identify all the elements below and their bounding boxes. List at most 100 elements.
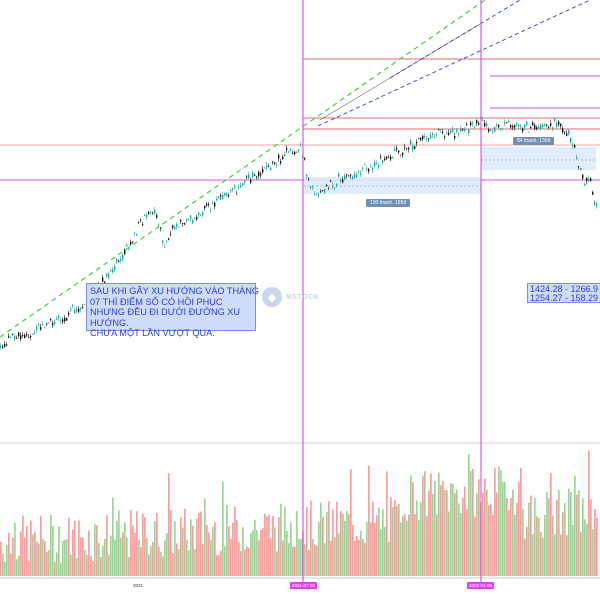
volume-bar <box>460 513 462 576</box>
volume-bar <box>448 511 450 576</box>
volume-bar <box>84 550 86 576</box>
candle-body <box>110 270 112 272</box>
candle-body <box>596 203 598 206</box>
candle-body <box>154 210 156 214</box>
volume-bar <box>242 527 244 576</box>
volume-bars <box>0 450 598 576</box>
volume-bar <box>14 522 16 576</box>
candle-body <box>542 124 544 128</box>
volume-bar <box>346 511 348 576</box>
candle-body <box>72 304 74 307</box>
candle-body <box>282 156 284 160</box>
candle-body <box>482 119 484 121</box>
candle-body <box>180 220 182 222</box>
candle-body <box>32 334 34 335</box>
volume-bar <box>218 554 220 576</box>
candle-body <box>262 169 264 173</box>
candle-body <box>278 154 280 159</box>
candle-body <box>18 332 20 336</box>
candle-body <box>118 260 120 263</box>
candle-body <box>58 316 60 319</box>
candle-body <box>544 124 546 126</box>
volume-bar <box>166 533 168 576</box>
candle-body <box>496 124 498 126</box>
volume-bar <box>578 490 580 576</box>
candle-body <box>240 185 242 188</box>
volume-bar <box>562 512 564 576</box>
volume-bar <box>518 482 520 576</box>
volume-bar <box>298 538 300 576</box>
volume-bar <box>570 492 572 576</box>
trend-note-line: Chưa một lần vượt qua. <box>90 328 215 338</box>
candle-body <box>112 269 114 273</box>
candle-body <box>174 227 176 230</box>
volume-bar <box>516 502 518 576</box>
candle-body <box>128 248 130 250</box>
volume-bar <box>300 538 302 576</box>
volume-bar <box>216 555 218 576</box>
candle-body <box>406 148 408 149</box>
candle-body <box>570 137 572 143</box>
candle-body <box>526 121 528 125</box>
price-stat-line: 1254.27 - 158.29 <box>530 293 599 303</box>
volume-bar <box>462 497 464 576</box>
volume-bar <box>2 553 4 576</box>
candle-body <box>312 186 314 188</box>
volume-bar <box>106 515 108 576</box>
candle-body <box>448 132 450 135</box>
candle-body <box>308 178 310 180</box>
volume-bar <box>158 546 160 576</box>
candle-body <box>48 322 50 324</box>
volume-bar <box>150 545 152 576</box>
trend-note-line: 07 thì điểm số có hồi phục <box>90 296 223 307</box>
volume-bar <box>314 544 316 576</box>
volume-bar <box>126 537 128 576</box>
channel-line-lower <box>317 0 591 127</box>
candle-body <box>2 346 4 349</box>
volume-bar <box>128 557 130 576</box>
candle-body <box>398 150 400 153</box>
volume-bar <box>430 473 432 576</box>
volume-bar <box>440 485 442 576</box>
candle-body <box>414 146 416 150</box>
volume-bar <box>312 539 314 576</box>
candle-body <box>214 202 216 207</box>
trend-note-box: Sau khi gãy xu hướng vào tháng 07 thì đi… <box>86 283 259 338</box>
volume-bar <box>388 541 390 576</box>
x-axis-label-year: 2021 <box>133 583 144 588</box>
volume-bar <box>286 530 288 576</box>
candle-body <box>56 318 58 320</box>
volume-bar <box>488 504 490 576</box>
watermark-text: MSTOCK <box>286 293 320 301</box>
volume-bar <box>468 454 470 576</box>
candle-body <box>318 195 320 196</box>
candle-body <box>206 203 208 206</box>
candle-body <box>522 128 524 132</box>
candle-body <box>340 179 342 182</box>
candle-body <box>184 223 186 225</box>
candle-body <box>208 204 210 206</box>
volume-bar <box>26 526 28 576</box>
volume-bar <box>4 561 6 576</box>
volume-bar <box>20 531 22 576</box>
volume-bar <box>180 517 182 576</box>
volume-bar <box>62 540 64 576</box>
volume-bar <box>186 539 188 576</box>
volume-bar <box>162 556 164 576</box>
volume-bar <box>194 549 196 576</box>
volume-bar <box>172 553 174 576</box>
volume-bar <box>70 554 72 576</box>
candle-body <box>586 178 588 182</box>
candle-body <box>422 135 424 139</box>
volume-bar <box>90 556 92 576</box>
volume-bar <box>576 494 578 576</box>
candle-body <box>122 254 124 260</box>
candle-body <box>416 141 418 144</box>
volume-bar <box>498 466 500 576</box>
candle-body <box>254 174 256 176</box>
volume-bar <box>160 551 162 576</box>
candle-body <box>462 129 464 131</box>
volume-bar <box>374 523 376 576</box>
candle-body <box>132 241 134 243</box>
candle-body <box>202 212 204 216</box>
